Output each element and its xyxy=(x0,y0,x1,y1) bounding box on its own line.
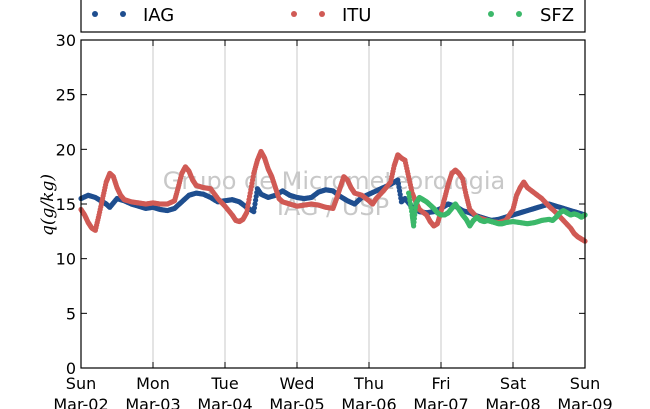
x-tick-label-day: Wed xyxy=(280,374,315,393)
x-tick-label-date: Mar-03 xyxy=(125,395,180,409)
legend-entry-sfz: SFZ xyxy=(488,5,574,26)
legend: IAG ITU SFZ xyxy=(80,0,586,33)
x-axis: Sun Mar-02 Mon Mar-03 Tue Mar-04 Wed Mar-05 Thu M… xyxy=(53,40,613,409)
y-tick-label: 20 xyxy=(56,140,76,159)
y-tick-label: 30 xyxy=(56,31,76,50)
legend-marker xyxy=(488,11,494,17)
x-tick-label-day: Tue xyxy=(210,374,238,393)
data-point xyxy=(252,201,258,207)
legend-marker xyxy=(92,11,98,17)
legend-box xyxy=(80,0,586,33)
data-point xyxy=(251,209,257,215)
legend-marker xyxy=(120,11,126,17)
y-axis-label: q(g/kg) xyxy=(38,174,58,236)
x-tick-label-day: Sun xyxy=(66,374,96,393)
legend-label-itu: ITU xyxy=(342,5,371,26)
legend-entry-itu: ITU xyxy=(291,5,371,26)
series-itu xyxy=(78,148,588,244)
legend-label-sfz: SFZ xyxy=(540,5,574,26)
x-tick-label-date: Mar-04 xyxy=(197,395,252,409)
y-tick-label: 10 xyxy=(56,250,76,269)
x-tick-label-day: Sun xyxy=(570,374,600,393)
x-tick-label-day: Thu xyxy=(353,374,384,393)
y-axis: 0 5 10 15 20 25 30 xyxy=(56,31,585,378)
y-tick-label: 5 xyxy=(66,304,76,323)
x-tick-label-date: Mar-09 xyxy=(557,395,612,409)
x-tick-label-day: Fri xyxy=(431,374,450,393)
data-point xyxy=(251,205,257,211)
legend-label-iag: IAG xyxy=(143,5,174,26)
legend-entry-iag: IAG xyxy=(92,5,174,26)
x-tick-label-date: Mar-07 xyxy=(413,395,468,409)
x-tick-label-date: Mar-06 xyxy=(341,395,396,409)
x-tick-label-day: Sat xyxy=(500,374,526,393)
data-point xyxy=(253,193,259,199)
data-point xyxy=(253,197,259,203)
x-tick-label-day: Mon xyxy=(136,374,170,393)
series-sfz xyxy=(406,190,588,229)
legend-marker xyxy=(319,11,325,17)
series-layer xyxy=(78,148,588,244)
y-tick-label: 0 xyxy=(66,359,76,378)
legend-marker xyxy=(291,11,297,17)
y-tick-label: 15 xyxy=(56,195,76,214)
x-tick-label-date: Mar-05 xyxy=(269,395,324,409)
x-tick-label-date: Mar-02 xyxy=(53,395,108,409)
x-tick-label-date: Mar-08 xyxy=(485,395,540,409)
y-tick-label: 25 xyxy=(56,86,76,105)
legend-marker xyxy=(516,11,522,17)
